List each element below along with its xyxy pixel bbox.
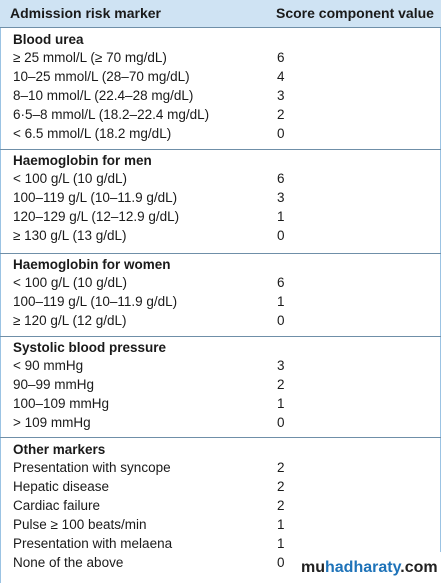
row-label: Hepatic disease xyxy=(13,479,110,494)
row-value: 2 xyxy=(277,107,285,122)
row-value: 3 xyxy=(277,190,285,205)
watermark-part-1: mu xyxy=(301,559,325,576)
column-header-score: Score component value xyxy=(276,5,434,21)
table-row: 6·5–8 mmol/L (18.2–22.4 mg/dL) 2 xyxy=(0,107,441,126)
row-value: 3 xyxy=(277,358,285,373)
row-label: ≥ 130 g/L (13 g/dL) xyxy=(13,228,127,243)
row-value: 6 xyxy=(277,171,285,186)
row-label: 120–129 g/L (12–12.9 g/dL) xyxy=(13,209,180,224)
row-value: 0 xyxy=(277,126,285,141)
table-row: < 100 g/L (10 g/dL) 6 xyxy=(0,275,441,294)
row-value: 1 xyxy=(277,209,285,224)
table-row: 10–25 mmol/L (28–70 mg/dL) 4 xyxy=(0,69,441,88)
section-haemoglobin-men: Haemoglobin for men < 100 g/L (10 g/dL) … xyxy=(0,149,441,253)
row-label: Pulse ≥ 100 beats/min xyxy=(13,517,147,532)
table-row: 8–10 mmol/L (22.4–28 mg/dL) 3 xyxy=(0,88,441,107)
section-title: Systolic blood pressure xyxy=(13,340,167,355)
row-value: 0 xyxy=(277,555,285,570)
section-blood-urea: Blood urea ≥ 25 mmol/L (≥ 70 mg/dL) 6 10… xyxy=(0,28,441,149)
watermark-part-2: hadharaty xyxy=(325,559,401,576)
row-label: ≥ 25 mmol/L (≥ 70 mg/dL) xyxy=(13,50,167,65)
table-row: ≥ 25 mmol/L (≥ 70 mg/dL) 6 xyxy=(0,50,441,69)
row-value: 2 xyxy=(277,498,285,513)
row-value: 2 xyxy=(277,460,285,475)
section-title: Other markers xyxy=(13,442,106,457)
table-row: 90–99 mmHg 2 xyxy=(0,377,441,396)
row-label: 100–119 g/L (10–11.9 g/dL) xyxy=(13,190,178,205)
table-row: 100–119 g/L (10–11.9 g/dL) 3 xyxy=(0,190,441,209)
row-label: Presentation with melaena xyxy=(13,536,173,551)
row-label: None of the above xyxy=(13,555,124,570)
row-label: < 100 g/L (10 g/dL) xyxy=(13,171,127,186)
table-row: None of the above 0 xyxy=(0,555,441,574)
row-value: 2 xyxy=(277,377,285,392)
row-label: 100–109 mmHg xyxy=(13,396,110,411)
row-value: 0 xyxy=(277,313,285,328)
row-label: Presentation with syncope xyxy=(13,460,171,475)
section-haemoglobin-women: Haemoglobin for women < 100 g/L (10 g/dL… xyxy=(0,253,441,336)
table-row: 120–129 g/L (12–12.9 g/dL) 1 xyxy=(0,209,441,228)
row-label: Cardiac failure xyxy=(13,498,101,513)
table-row: < 100 g/L (10 g/dL) 6 xyxy=(0,171,441,190)
row-label: 100–119 g/L (10–11.9 g/dL) xyxy=(13,294,178,309)
row-value: 1 xyxy=(277,517,285,532)
table-row: > 109 mmHg 0 xyxy=(0,415,441,434)
row-label: > 109 mmHg xyxy=(13,415,91,430)
table-row: 100–119 g/L (10–11.9 g/dL) 1 xyxy=(0,294,441,313)
table-row: Pulse ≥ 100 beats/min 1 xyxy=(0,517,441,536)
row-label: < 90 mmHg xyxy=(13,358,84,373)
row-value: 1 xyxy=(277,396,285,411)
table-row: Presentation with syncope 2 xyxy=(0,460,441,479)
row-value: 6 xyxy=(277,50,285,65)
table-row: < 90 mmHg 3 xyxy=(0,358,441,377)
row-value: 1 xyxy=(277,536,285,551)
table-row: Hepatic disease 2 xyxy=(0,479,441,498)
table-header: Admission risk marker Score component va… xyxy=(0,0,441,28)
section-title: Blood urea xyxy=(13,32,84,47)
row-value: 0 xyxy=(277,228,285,243)
row-value: 1 xyxy=(277,294,285,309)
column-header-risk-marker: Admission risk marker xyxy=(10,5,161,21)
row-label: 6·5–8 mmol/L (18.2–22.4 mg/dL) xyxy=(13,107,210,122)
table-row: Cardiac failure 2 xyxy=(0,498,441,517)
section-other-markers: Other markers Presentation with syncope … xyxy=(0,437,441,583)
table-row: ≥ 130 g/L (13 g/dL) 0 xyxy=(0,228,441,247)
row-label: 90–99 mmHg xyxy=(13,377,95,392)
row-value: 2 xyxy=(277,479,285,494)
row-value: 6 xyxy=(277,275,285,290)
row-label: 10–25 mmol/L (28–70 mg/dL) xyxy=(13,69,190,84)
table-row: < 6.5 mmol/L (18.2 mg/dL) 0 xyxy=(0,126,441,145)
table-row: ≥ 120 g/L (12 g/dL) 0 xyxy=(0,313,441,332)
table-row: 100–109 mmHg 1 xyxy=(0,396,441,415)
row-label: < 100 g/L (10 g/dL) xyxy=(13,275,127,290)
watermark-part-3: .com xyxy=(400,559,438,576)
row-label: 8–10 mmol/L (22.4–28 mg/dL) xyxy=(13,88,194,103)
site-watermark: muhadharaty.com xyxy=(298,552,442,583)
section-systolic-bp: Systolic blood pressure < 90 mmHg 3 90–9… xyxy=(0,336,441,437)
row-value: 4 xyxy=(277,69,285,84)
row-label: ≥ 120 g/L (12 g/dL) xyxy=(13,313,127,328)
row-value: 3 xyxy=(277,88,285,103)
row-label: < 6.5 mmol/L (18.2 mg/dL) xyxy=(13,126,172,141)
row-value: 0 xyxy=(277,415,285,430)
section-title: Haemoglobin for men xyxy=(13,153,152,168)
table-row: Presentation with melaena 1 xyxy=(0,536,441,555)
section-title: Haemoglobin for women xyxy=(13,257,171,272)
